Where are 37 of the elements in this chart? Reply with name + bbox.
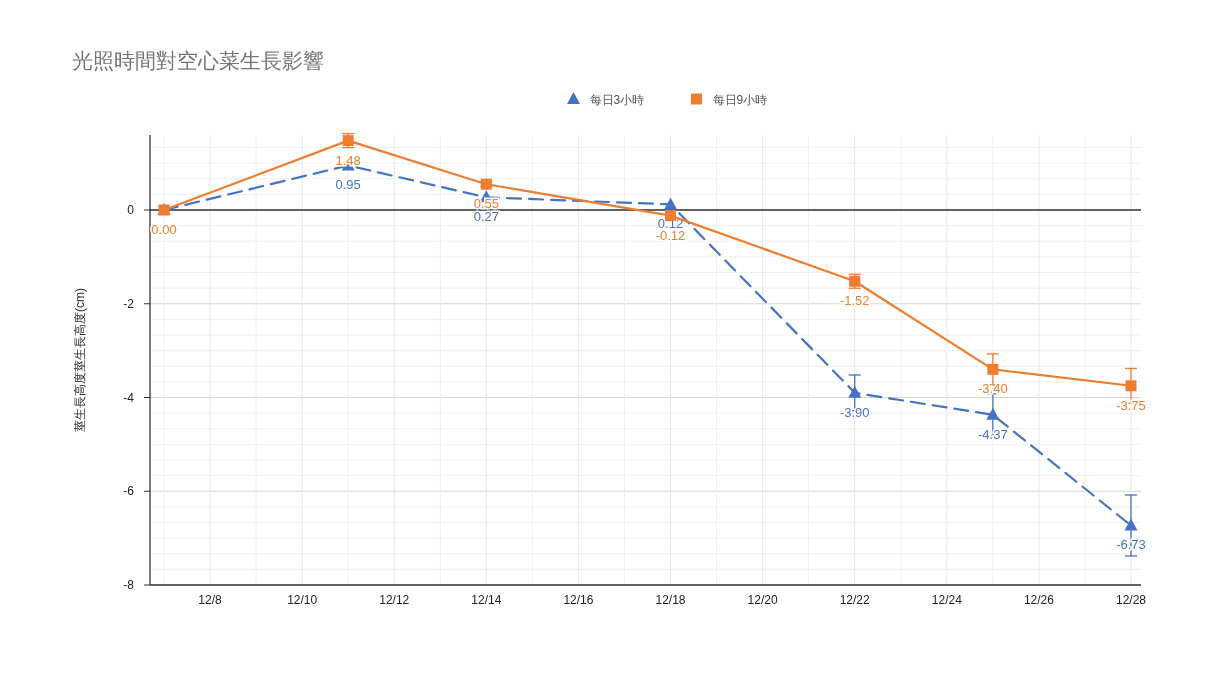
data-label: -3.40 xyxy=(978,381,1008,397)
data-label: -1.52 xyxy=(839,293,870,309)
y-tick-label: -2 xyxy=(123,296,135,311)
point xyxy=(987,363,999,375)
data-label: 0.00 xyxy=(151,222,177,237)
data-label: 0.95 xyxy=(335,177,361,193)
point xyxy=(1124,518,1138,531)
y-tick-label: 0 xyxy=(127,203,135,217)
x-tick-label: 12/18 xyxy=(655,593,686,607)
point xyxy=(848,385,862,398)
data-label: -3.90 xyxy=(839,404,870,420)
x-tick-label: 12/28 xyxy=(1115,593,1147,607)
data-label: -0.12 xyxy=(655,227,686,243)
point xyxy=(1125,380,1137,392)
y-tick-label: -8 xyxy=(123,578,135,592)
x-tick-label: 12/10 xyxy=(287,593,318,607)
x-tick-label: 12/20 xyxy=(747,593,778,607)
x-tick-label: 12/8 xyxy=(198,593,223,607)
x-tick-label: 12/12 xyxy=(379,593,410,607)
data-label: 0.27 xyxy=(473,209,499,225)
x-tick-label: 12/14 xyxy=(471,593,502,607)
x-tick-label: 12/26 xyxy=(1023,593,1055,607)
y-tick-label: -4 xyxy=(123,390,135,405)
point xyxy=(986,407,1000,420)
x-tick-label: 12/24 xyxy=(931,593,963,607)
data-label: 1.48 xyxy=(335,152,361,168)
legend-label: 每日9小時 xyxy=(712,93,768,107)
x-tick-label: 12/16 xyxy=(563,593,594,607)
legend-label: 每日3小時 xyxy=(589,93,645,107)
y-tick-label: -6 xyxy=(123,484,135,499)
x-tick-label: 12/22 xyxy=(839,593,871,607)
data-label: -4.37 xyxy=(978,426,1008,442)
data-label: -3.75 xyxy=(1116,397,1146,413)
chart-title: 光照時間對空心菜生長影響 xyxy=(72,49,324,72)
point xyxy=(664,197,678,210)
data-label: 0.55 xyxy=(473,196,499,212)
y-axis-title: 莖生長高度莖生長高度(cm) xyxy=(73,288,87,432)
